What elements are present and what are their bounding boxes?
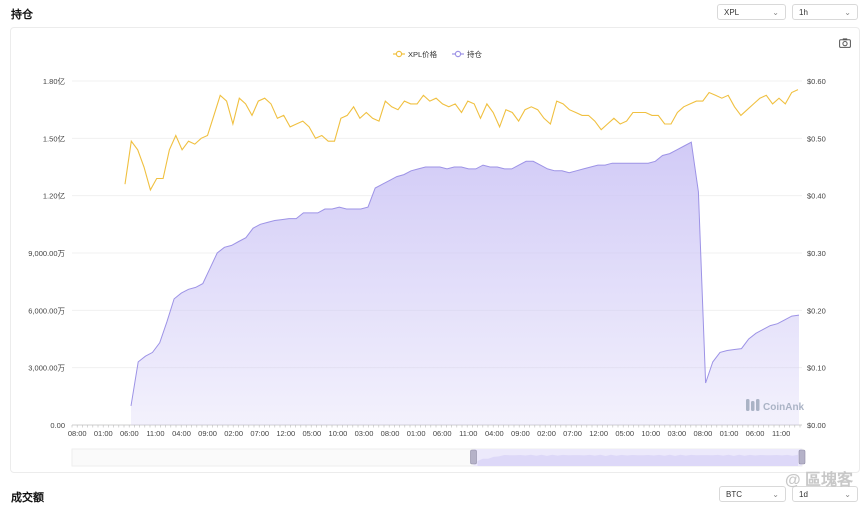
left-tick-label: 3,000.00万	[28, 364, 65, 373]
navigator-handle[interactable]	[798, 449, 806, 465]
x-tick-label: 11:00	[772, 429, 790, 438]
left-tick-label: 1.80亿	[43, 76, 66, 86]
volume-interval-value: 1d	[799, 489, 808, 499]
interval-select-value: 1h	[799, 7, 808, 17]
x-tick-label: 02:00	[224, 429, 243, 438]
x-tick-label: 06:00	[433, 429, 452, 438]
x-tick-label: 01:00	[720, 429, 739, 438]
navigator-preview	[477, 454, 798, 466]
volume-symbol-select[interactable]: BTC ⌄	[719, 486, 786, 502]
right-tick-label: $0.50	[807, 134, 826, 143]
volume-interval-select[interactable]: 1d ⌄	[792, 486, 858, 502]
coinank-logo-bar	[746, 399, 750, 411]
right-tick-label: $0.60	[807, 77, 826, 86]
x-tick-label: 07:00	[563, 429, 582, 438]
x-tick-label: 01:00	[94, 429, 113, 438]
right-tick-label: $0.10	[807, 364, 826, 373]
x-tick-label: 10:00	[641, 429, 660, 438]
x-tick-label: 07:00	[250, 429, 269, 438]
x-tick-label: 08:00	[381, 429, 400, 438]
x-tick-label: 09:00	[198, 429, 217, 438]
chevron-down-icon: ⌄	[844, 7, 851, 17]
x-axis: 08:00 01:00 06:00 11:00 04:00 09:00 02:00 07:00…	[68, 425, 801, 438]
x-tick-label: 02:00	[537, 429, 556, 438]
symbol-select[interactable]: XPL ⌄	[717, 4, 786, 20]
left-axis: 0.00 3,000.00万 6,000.00万 9,000.00万 1.20亿 1.50…	[28, 76, 65, 430]
x-tick-label: 03:00	[667, 429, 686, 438]
right-tick-label: $0.20	[807, 306, 826, 315]
chevron-down-icon: ⌄	[772, 7, 779, 17]
legend-swatch-marker	[454, 50, 462, 58]
interval-select[interactable]: 1h ⌄	[792, 4, 858, 20]
legend-label: XPL价格	[408, 49, 438, 59]
symbol-select-value: XPL	[724, 7, 740, 17]
x-tick-label: 04:00	[172, 429, 191, 438]
left-tick-label: 1.50亿	[43, 133, 66, 143]
left-tick-label: 6,000.00万	[28, 306, 65, 315]
oi-area	[131, 142, 799, 425]
x-tick-label: 04:00	[485, 429, 504, 438]
right-tick-label: $0.00	[807, 421, 826, 430]
x-tick-label: 09:00	[511, 429, 530, 438]
x-tick-label: 12:00	[589, 429, 608, 438]
right-tick-label: $0.40	[807, 192, 826, 201]
x-tick-label: 12:00	[276, 429, 295, 438]
volume-title: 成交额	[11, 492, 44, 504]
coinank-logo-bar	[751, 401, 755, 411]
left-tick-label: 1.20亿	[43, 191, 66, 201]
range-navigator	[71, 448, 806, 467]
coinank-watermark: CoinAnk	[746, 399, 805, 413]
x-tick-label: 08:00	[694, 429, 713, 438]
x-tick-label: 05:00	[615, 429, 634, 438]
camera-icon[interactable]	[839, 38, 851, 48]
price-line	[124, 89, 799, 192]
legend-label: 持仓	[467, 49, 482, 59]
x-tick-label: 11:00	[146, 429, 164, 438]
site-watermark: @ 區塊客	[784, 472, 853, 489]
x-tick-label: 10:00	[329, 429, 348, 438]
x-tick-label: 06:00	[120, 429, 139, 438]
navigator-handle[interactable]	[470, 449, 477, 465]
x-tick-label: 05:00	[302, 429, 321, 438]
chevron-down-icon: ⌄	[844, 489, 851, 499]
chevron-down-icon: ⌄	[772, 489, 779, 499]
x-tick-label: 03:00	[355, 429, 374, 438]
volume-symbol-value: BTC	[726, 489, 742, 499]
price-line-layer	[124, 89, 799, 192]
legend-swatch-marker	[395, 50, 403, 58]
right-tick-label: $0.30	[807, 249, 826, 258]
oi-area-layer	[130, 141, 800, 425]
x-tick-label: 06:00	[746, 429, 765, 438]
oi-line	[130, 141, 800, 406]
left-tick-label: 0.00	[50, 421, 65, 430]
x-tick-label: 08:00	[68, 429, 87, 438]
coinank-watermark-text: CoinAnk	[763, 402, 805, 413]
open-interest-title: 持仓	[11, 9, 33, 21]
right-axis: $0.00 $0.10 $0.20 $0.30 $0.40 $0.50 $0.60	[807, 77, 826, 430]
left-tick-label: 9,000.00万	[28, 249, 65, 258]
coinank-logo-bar	[756, 399, 760, 411]
x-tick-label: 01:00	[407, 429, 426, 438]
chart-legend: XPL价格 持仓	[393, 49, 482, 59]
x-tick-label: 11:00	[459, 429, 477, 438]
